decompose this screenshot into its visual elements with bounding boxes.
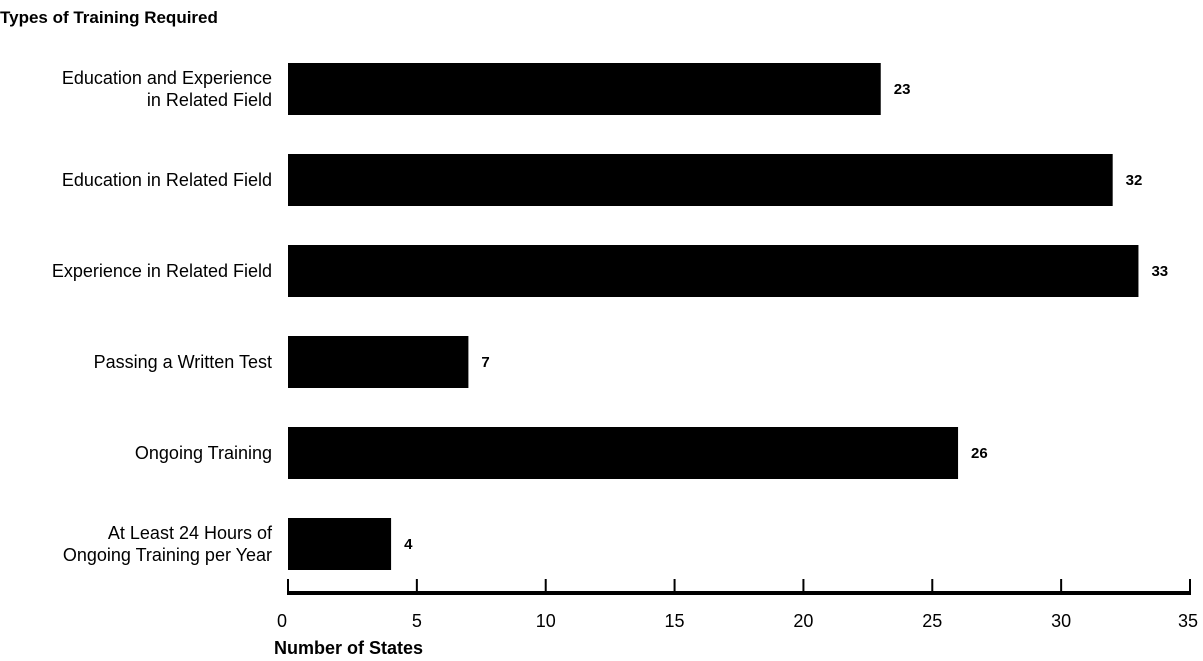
x-tick-label-35: 35 [1178, 611, 1198, 631]
value-label-4: 7 [481, 354, 489, 371]
chart-title: Types of Training Required [0, 8, 218, 27]
bar-3 [288, 245, 1139, 297]
x-axis: 0 5 10 15 20 25 30 35 [277, 579, 1198, 631]
category-label-4: Passing a Written Test [94, 352, 272, 372]
value-label-6: 4 [404, 536, 413, 553]
x-tick-label-30: 30 [1051, 611, 1071, 631]
category-label-1: Education and Experience in Related Field [62, 68, 272, 110]
value-labels: 23 32 33 7 26 4 [404, 81, 1168, 553]
bar-2 [288, 154, 1113, 206]
x-tick-label-15: 15 [665, 611, 685, 631]
category-label-5: Ongoing Training [135, 443, 272, 463]
bar-5 [288, 427, 959, 479]
category-labels: Education and Experience in Related Field… [52, 68, 273, 565]
value-label-3: 33 [1151, 263, 1168, 280]
category-label-6: At Least 24 Hours of Ongoing Training per… [63, 523, 273, 565]
category-label-2: Education in Related Field [62, 170, 272, 190]
bar-6 [288, 518, 392, 570]
x-axis-title: Number of States [274, 638, 423, 658]
x-tick-label-25: 25 [922, 611, 942, 631]
category-label-3: Experience in Related Field [52, 261, 272, 281]
x-tick-label-20: 20 [793, 611, 813, 631]
bar-1 [288, 63, 881, 115]
x-tick-label-0: 0 [277, 611, 287, 631]
bars-layer [288, 63, 1139, 570]
value-label-5: 26 [971, 445, 988, 462]
value-label-1: 23 [894, 81, 911, 98]
value-label-2: 32 [1126, 172, 1143, 189]
bar-4 [288, 336, 469, 388]
x-tick-label-10: 10 [536, 611, 556, 631]
x-tick-label-5: 5 [412, 611, 422, 631]
